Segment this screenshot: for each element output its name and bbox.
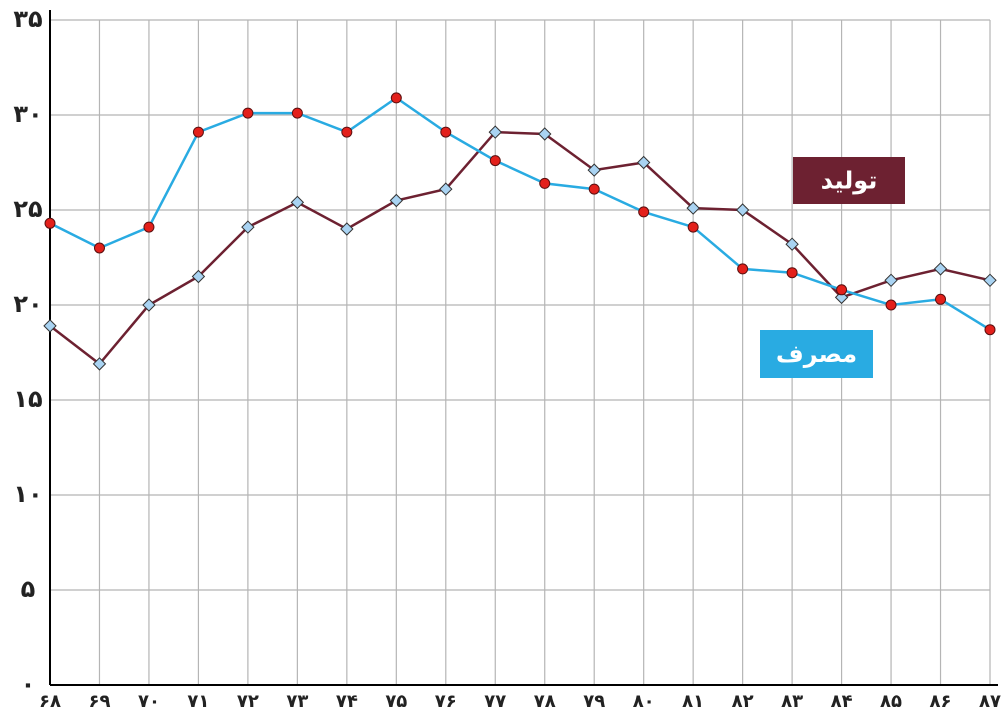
point xyxy=(735,203,750,217)
point xyxy=(686,201,700,215)
series-line xyxy=(49,96,991,331)
y-tick-label: ۳۰ xyxy=(13,100,42,128)
point xyxy=(390,92,402,104)
x-tick-label: ۷۰ xyxy=(138,691,160,712)
point xyxy=(983,273,997,288)
point xyxy=(191,269,206,284)
y-tick-label: ۱۵ xyxy=(13,385,42,413)
point xyxy=(638,206,650,218)
x-tick-label: ۸۵ xyxy=(880,691,902,712)
point xyxy=(44,217,56,229)
x-tick-label: ۷۹ xyxy=(583,691,605,712)
point xyxy=(636,155,651,170)
point xyxy=(884,273,898,288)
y-tick-label: ۰ xyxy=(21,670,36,698)
legend-item: مصرف xyxy=(760,330,873,378)
point xyxy=(935,293,947,305)
point xyxy=(43,319,57,333)
x-tick-label: ۸۰ xyxy=(633,691,655,712)
y-tick-label: ۱۰ xyxy=(13,480,42,508)
x-tick-label: ۷۴ xyxy=(336,691,358,712)
legend-label: تولید xyxy=(821,167,878,195)
x-tick-label: ۶۸ xyxy=(39,691,61,712)
point xyxy=(142,298,156,312)
point xyxy=(92,357,107,371)
point xyxy=(489,155,501,167)
x-tick-label: ۷۸ xyxy=(534,691,556,712)
point xyxy=(488,125,502,139)
point xyxy=(241,220,255,234)
point xyxy=(291,107,303,119)
y-tick-label: ۳۵ xyxy=(13,5,42,33)
point xyxy=(836,284,848,296)
legend-item: تولید xyxy=(793,157,905,204)
point xyxy=(290,195,305,210)
point xyxy=(143,221,155,233)
x-tick-label: ۷۱ xyxy=(187,691,209,712)
point xyxy=(687,221,699,233)
point xyxy=(192,126,204,138)
series-line xyxy=(49,130,991,366)
x-tick-label: ۸۴ xyxy=(831,691,853,712)
point xyxy=(538,127,552,141)
x-tick-label: ۷۳ xyxy=(286,691,308,712)
x-tick-label: ۶۹ xyxy=(88,691,110,712)
y-tick-label: ۵ xyxy=(21,575,36,603)
x-tick-label: ۸۳ xyxy=(781,691,803,712)
point xyxy=(933,262,948,276)
legend-label: مصرف xyxy=(776,340,857,368)
x-tick-label: ۸۶ xyxy=(930,691,952,712)
point xyxy=(341,126,353,138)
x-tick-label: ۸۷ xyxy=(979,691,1001,712)
point xyxy=(786,267,798,279)
legend-box xyxy=(760,330,873,378)
x-tick-label: ۸۲ xyxy=(732,691,754,712)
point xyxy=(242,107,254,119)
point xyxy=(539,177,551,189)
point xyxy=(737,263,749,275)
point xyxy=(439,182,453,196)
point xyxy=(93,242,105,254)
legend-box xyxy=(793,157,905,204)
x-tick-label: ۷۶ xyxy=(435,691,457,712)
point xyxy=(440,126,452,138)
point xyxy=(587,163,601,177)
point xyxy=(389,193,404,208)
point xyxy=(340,222,354,236)
point xyxy=(588,183,600,195)
y-tick-label: ۲۰ xyxy=(13,290,42,318)
x-tick-label: ۷۲ xyxy=(237,691,259,712)
x-tick-label: ۷۵ xyxy=(385,691,407,712)
point xyxy=(785,237,799,251)
x-tick-label: ۸۱ xyxy=(682,691,704,712)
point xyxy=(885,299,897,311)
point xyxy=(984,324,996,336)
x-tick-label: ۷۷ xyxy=(484,691,506,712)
y-tick-label: ۲۵ xyxy=(13,195,42,223)
